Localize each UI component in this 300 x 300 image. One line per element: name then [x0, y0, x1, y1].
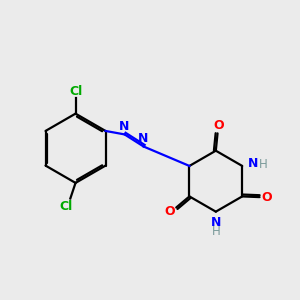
- Text: Cl: Cl: [69, 85, 82, 98]
- Text: O: O: [262, 190, 272, 204]
- Text: O: O: [164, 205, 175, 218]
- Text: Cl: Cl: [59, 200, 73, 213]
- Text: N: N: [119, 120, 129, 133]
- Text: N: N: [248, 157, 259, 170]
- Text: H: H: [259, 158, 268, 171]
- Text: H: H: [212, 225, 220, 238]
- Text: N: N: [211, 216, 221, 229]
- Text: N: N: [138, 132, 148, 146]
- Text: O: O: [213, 119, 224, 132]
